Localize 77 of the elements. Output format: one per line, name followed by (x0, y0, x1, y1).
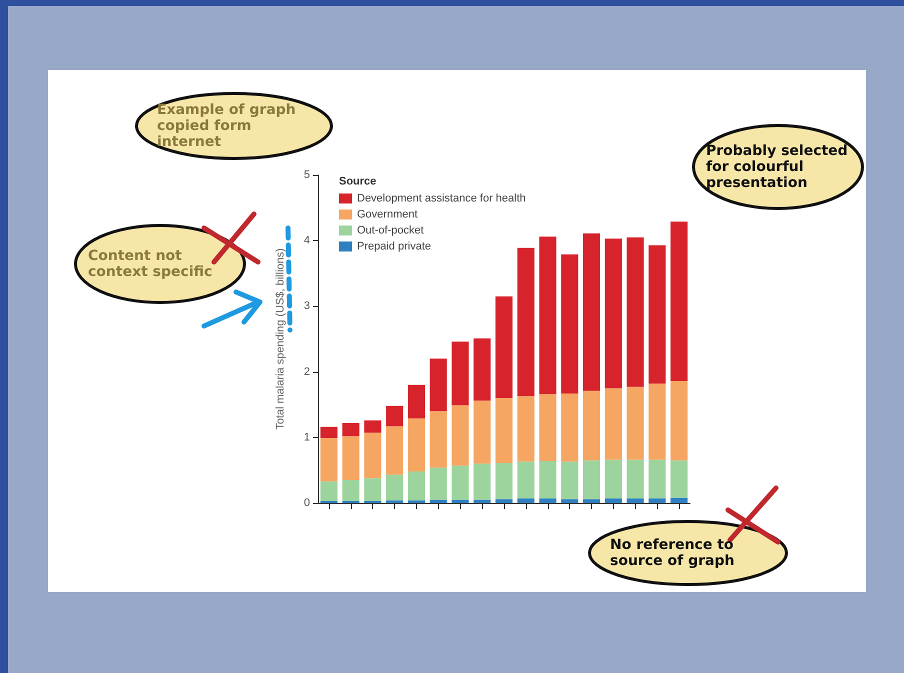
bar (474, 464, 491, 500)
bar (648, 498, 666, 503)
legend-label: Government (357, 208, 418, 220)
bar (517, 462, 534, 498)
bar (539, 461, 556, 498)
bar (582, 233, 600, 391)
bar (561, 499, 578, 503)
bar (604, 238, 622, 388)
bar (517, 498, 534, 503)
bar (539, 236, 556, 394)
bar (604, 498, 622, 503)
bar (430, 500, 447, 503)
bar (474, 400, 491, 464)
y-tick-label: 4 (304, 234, 310, 247)
bar (364, 420, 382, 433)
bar (364, 478, 382, 502)
legend-label: Development assistance for health (357, 192, 526, 204)
bar (626, 498, 644, 503)
bar (670, 498, 688, 503)
bar (648, 384, 666, 460)
bar (517, 396, 534, 462)
bar (452, 405, 469, 466)
bar (408, 500, 426, 503)
bar (670, 460, 688, 498)
bar (386, 500, 404, 503)
bar (648, 460, 666, 498)
bar (342, 422, 360, 436)
bar (604, 460, 622, 498)
bar (452, 342, 469, 406)
legend-label: Prepaid private (357, 240, 431, 252)
bar (320, 438, 338, 482)
bar (430, 468, 447, 500)
bar (561, 393, 578, 462)
bar (474, 500, 491, 503)
bar (495, 499, 513, 503)
y-tick-label: 5 (304, 169, 310, 181)
bar (626, 237, 644, 387)
y-tick-label: 2 (304, 366, 310, 378)
bar (386, 406, 404, 426)
y-tick-label: 1 (304, 431, 310, 444)
bar (452, 466, 469, 500)
bar (561, 462, 578, 500)
bar (495, 398, 513, 463)
bar (386, 426, 404, 475)
y-axis-title: Total malaria spending (US$, billions) (274, 248, 286, 430)
bar (408, 472, 426, 500)
bar (561, 254, 578, 394)
bar (495, 296, 513, 398)
bar (539, 394, 556, 462)
bar (582, 499, 600, 503)
bar (626, 386, 644, 460)
bar (408, 418, 426, 472)
bar (604, 388, 622, 460)
bar (408, 384, 426, 418)
bar (430, 411, 447, 468)
bar (474, 338, 491, 401)
bar (342, 436, 360, 480)
bar (626, 460, 644, 498)
bar (495, 462, 513, 500)
bar (452, 500, 469, 503)
y-tick-label: 3 (304, 300, 310, 312)
bar (517, 248, 534, 396)
bar (430, 358, 447, 412)
bar (648, 245, 666, 384)
legend-title: Source (339, 176, 376, 188)
bar (539, 498, 556, 503)
bar (364, 432, 382, 478)
bar (320, 481, 338, 502)
y-tick-label: 0 (304, 497, 310, 509)
bar (582, 390, 600, 460)
bar (670, 222, 688, 381)
bar (582, 460, 600, 500)
bar (670, 380, 688, 460)
legend-label: Out-of-pocket (357, 224, 424, 236)
bar (342, 480, 360, 502)
bar (386, 474, 404, 500)
bar (320, 426, 338, 438)
